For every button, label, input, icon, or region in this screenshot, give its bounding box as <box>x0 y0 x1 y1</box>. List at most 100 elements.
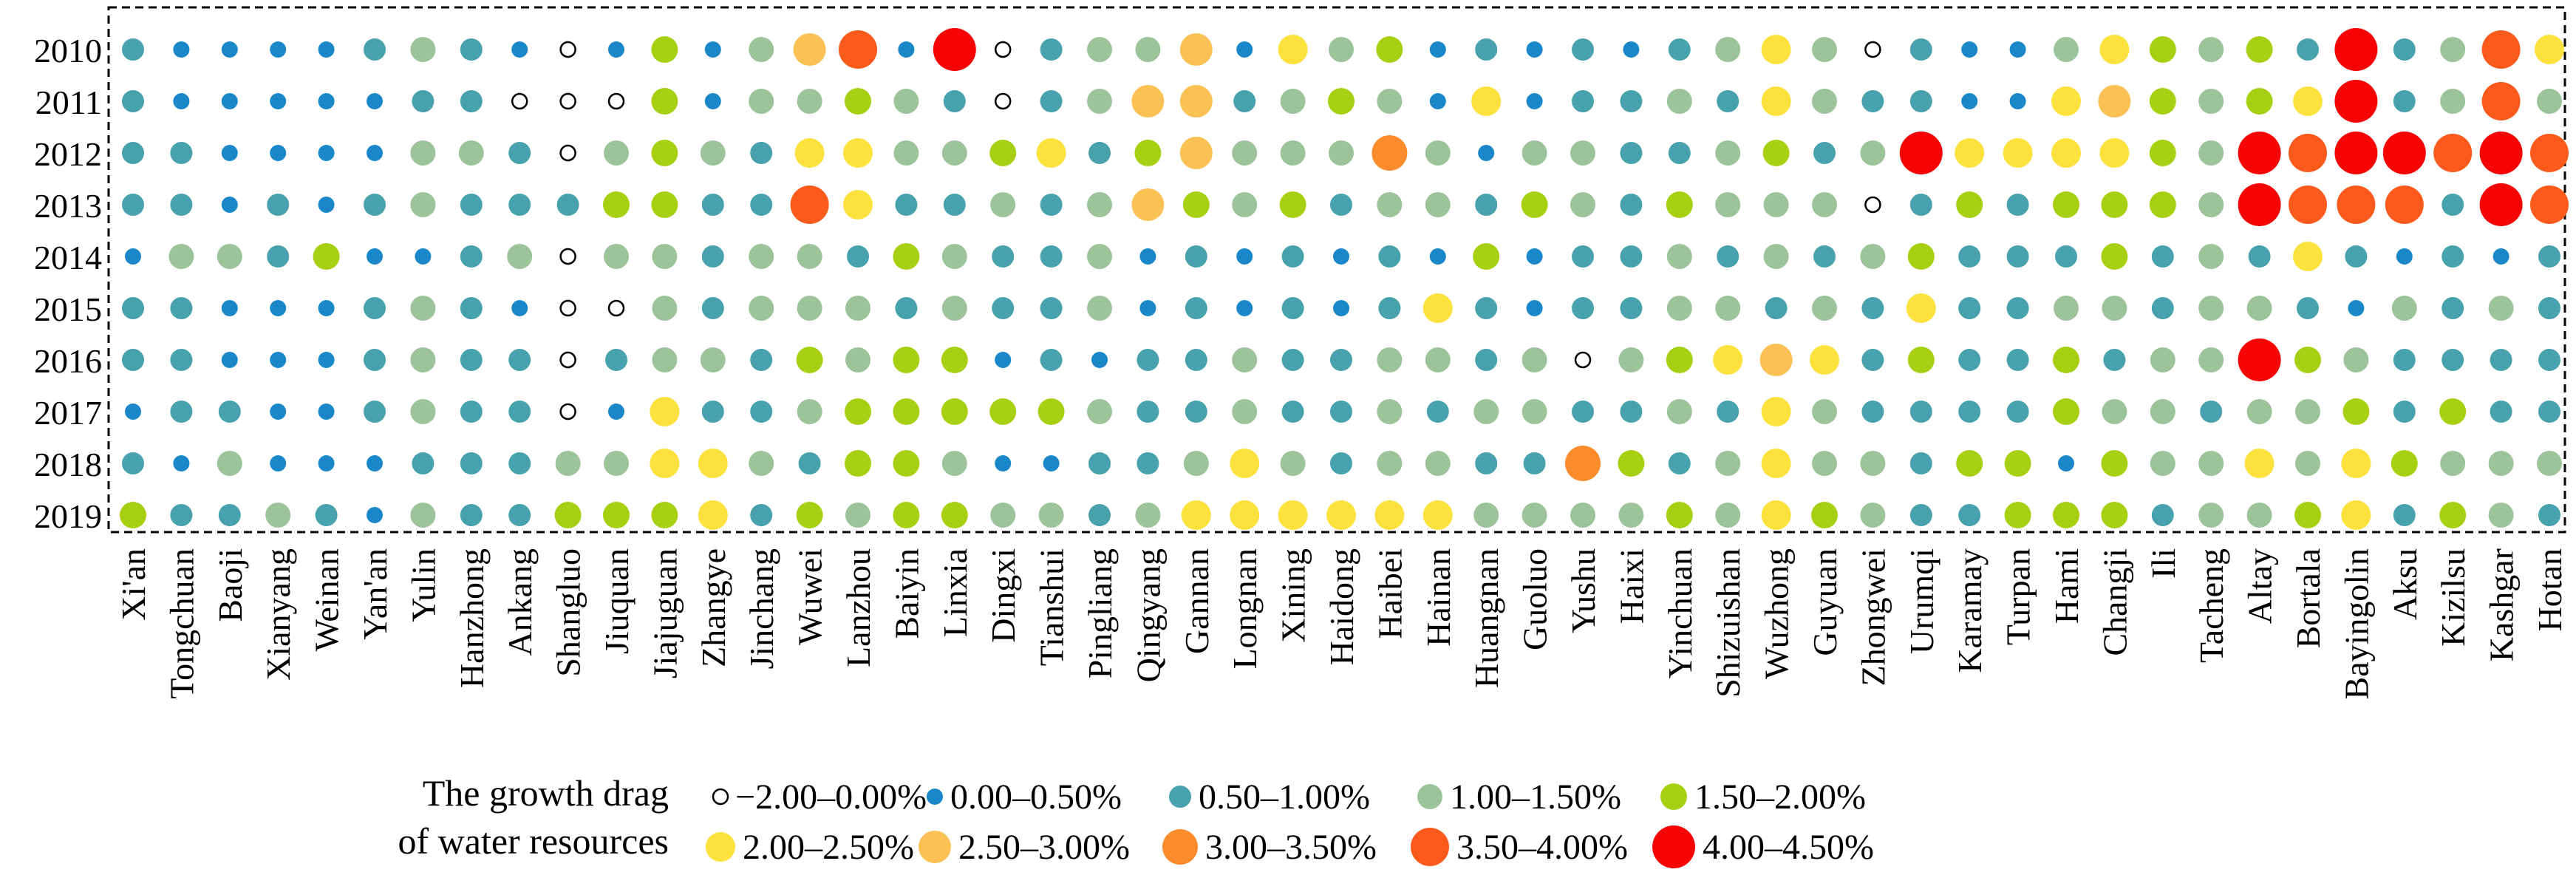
bubble-jinchang-2019 <box>750 504 773 526</box>
bubble-changji-2013 <box>2101 191 2128 218</box>
bubble-haidong-2014 <box>1333 248 1349 265</box>
bubble-guoluo-2010 <box>1526 41 1543 58</box>
legend-swatch-6 <box>919 831 951 863</box>
city-label-hanzhong: Hanzhong <box>453 548 491 688</box>
legend-label-3: 1.00–1.50% <box>1450 777 1621 817</box>
year-label-2016: 2016 <box>34 342 102 380</box>
legend-swatch-4 <box>1660 783 1687 810</box>
bubble-kashgar-2018 <box>2488 451 2514 476</box>
city-label-tianshui: Tianshui <box>1033 548 1071 666</box>
bubble-ili-2016 <box>2150 347 2175 372</box>
bubble-bortala-2019 <box>2294 502 2321 528</box>
bubble-bayingolin-2018 <box>2341 449 2371 478</box>
city-label-linxia: Linxia <box>936 548 974 637</box>
bubble-dingxi-2014 <box>992 245 1015 268</box>
bubble-wuzhong-2019 <box>1761 500 1791 530</box>
bubble-jiajuguan-2010 <box>651 36 678 63</box>
bubble-tianshui-2017 <box>1037 398 1065 425</box>
bubble-weinan-2019 <box>315 504 338 526</box>
bubble-karamay-2010 <box>1961 41 1978 58</box>
bubble-baiyin-2012 <box>893 140 919 166</box>
bubble-haidong-2019 <box>1326 500 1356 530</box>
bubble-tacheng-2014 <box>2198 244 2224 269</box>
bubble-jiajuguan-2019 <box>651 502 678 528</box>
city-label-tongchuan: Tongchuan <box>163 548 200 699</box>
bubble-shizuishan-2012 <box>1715 140 1741 166</box>
bubble-xianyang-2019 <box>265 503 291 528</box>
bubble-hami-2012 <box>2051 138 2081 168</box>
bubble-qingyang-2013 <box>1131 188 1165 221</box>
legend-swatch-1 <box>927 789 943 805</box>
bubble-hainan-2012 <box>1425 140 1451 166</box>
legend-title-line2: of water resources <box>398 820 669 862</box>
bubble-kizilsu-2011 <box>2440 89 2466 114</box>
legend-swatch-5 <box>706 832 735 862</box>
bubble-hainan-2014 <box>1429 248 1446 265</box>
bubble-baoji-2017 <box>218 401 241 423</box>
bubble-zhangye-2017 <box>701 401 724 423</box>
bubble-altay-2011 <box>2246 88 2273 115</box>
bubble-wuzhong-2016 <box>1759 344 1793 376</box>
bubble-baiyin-2011 <box>893 89 919 114</box>
bubble-gannan-2014 <box>1185 245 1207 268</box>
bubble-wuwei-2013 <box>790 185 829 224</box>
bubble-aksu-2016 <box>2393 349 2416 371</box>
bubble-bayingolin-2013 <box>2337 185 2376 224</box>
bubble-shangluo-2011 <box>559 92 576 110</box>
bubble-xi-an-2014 <box>125 248 141 265</box>
bubble-guoluo-2016 <box>1522 347 1547 372</box>
bubble-jinchang-2016 <box>750 349 773 371</box>
bubble-ili-2012 <box>2149 140 2176 166</box>
year-label-2014: 2014 <box>34 239 102 276</box>
bubble-haixi-2019 <box>1618 503 1644 528</box>
bubble-hainan-2010 <box>1429 41 1446 58</box>
bubble-yushu-2016 <box>1574 351 1592 369</box>
bubble-haibei-2013 <box>1377 192 1403 217</box>
bubble-tianshui-2013 <box>1040 194 1063 216</box>
bubble-jiuquan-2010 <box>608 41 624 58</box>
bubble-weinan-2012 <box>318 145 335 161</box>
bubble-weinan-2015 <box>318 300 335 316</box>
bubble-baoji-2013 <box>221 197 238 213</box>
bubble-haidong-2015 <box>1333 300 1349 316</box>
bubble-karamay-2018 <box>1956 450 1983 477</box>
bubble-haixi-2018 <box>1618 450 1645 477</box>
bubble-yinchuan-2017 <box>1666 399 1692 424</box>
bubble-baoji-2016 <box>221 352 238 368</box>
bubble-jiajuguan-2018 <box>650 449 680 478</box>
city-label-yinchuan: Yinchuan <box>1661 548 1699 678</box>
city-label-hainan: Hainan <box>1420 548 1457 647</box>
bubble-jinchang-2012 <box>750 142 773 164</box>
bubble-ankang-2013 <box>508 194 531 216</box>
bubble-xining-2011 <box>1280 89 1306 114</box>
bubble-hotan-2014 <box>2538 245 2560 268</box>
bubble-wuwei-2015 <box>797 296 822 321</box>
bubble-baiyin-2018 <box>893 450 920 477</box>
bubble-dingxi-2010 <box>994 41 1012 58</box>
bubble-tacheng-2016 <box>2198 347 2224 372</box>
bubble-xianyang-2014 <box>267 245 290 268</box>
bubble-zhongwei-2015 <box>1861 297 1884 319</box>
bubble-shizuishan-2016 <box>1713 345 1743 375</box>
bubble-yulin-2015 <box>410 296 436 321</box>
bubble-haibei-2014 <box>1378 245 1401 268</box>
bubble-baiyin-2019 <box>893 502 920 528</box>
bubble-turpan-2018 <box>2004 450 2031 477</box>
bubble-zhangye-2012 <box>700 140 726 166</box>
bubble-tianshui-2015 <box>1040 297 1063 319</box>
bubble-zhongwei-2014 <box>1860 244 1886 269</box>
bubble-zhongwei-2018 <box>1860 451 1886 476</box>
bubble-karamay-2012 <box>1955 138 1985 168</box>
bubble-jiuquan-2018 <box>604 451 629 476</box>
year-label-2019: 2019 <box>34 497 102 535</box>
bubble-jinchang-2015 <box>749 296 774 321</box>
bubble-haibei-2019 <box>1374 500 1405 530</box>
bubble-haixi-2014 <box>1620 245 1643 268</box>
legend-swatch-7 <box>1162 829 1198 865</box>
bubble-urumqi-2010 <box>1909 38 1932 61</box>
bubble-jiuquan-2014 <box>604 244 629 269</box>
bubble-wuwei-2010 <box>793 33 826 66</box>
bubble-gannan-2017 <box>1185 401 1207 423</box>
bubble-wuwei-2019 <box>796 502 823 528</box>
legend-swatch-2 <box>1169 786 1191 808</box>
